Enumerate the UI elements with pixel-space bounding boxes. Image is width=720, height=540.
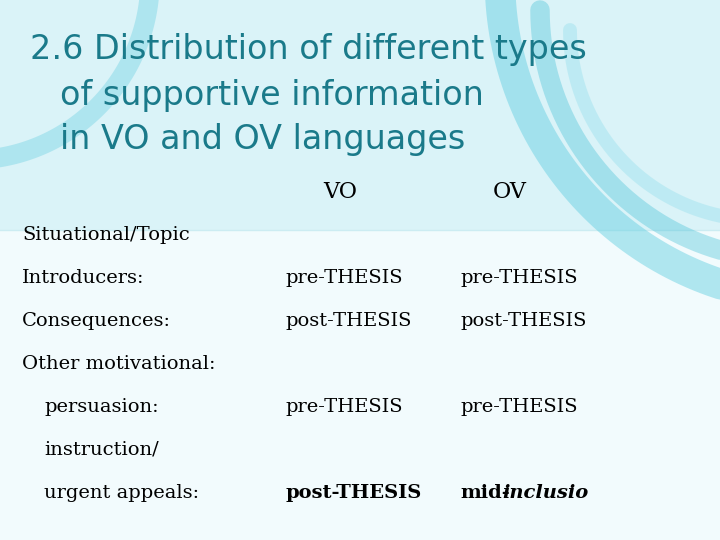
Text: Consequences:: Consequences: [22,312,171,330]
FancyBboxPatch shape [0,230,720,540]
Text: Situational/Topic: Situational/Topic [22,226,190,244]
Text: Introducers:: Introducers: [22,269,145,287]
Text: 2.6 Distribution of different types: 2.6 Distribution of different types [30,33,587,66]
Text: post-THESIS: post-THESIS [460,312,586,330]
Text: pre-THESIS: pre-THESIS [285,269,402,287]
Text: post-THESIS: post-THESIS [285,312,411,330]
Text: inclusio: inclusio [502,484,588,502]
Text: instruction/: instruction/ [44,441,158,459]
Text: in VO and OV languages: in VO and OV languages [60,124,465,157]
Text: of supportive information: of supportive information [60,78,484,111]
Text: urgent appeals:: urgent appeals: [44,484,199,502]
Text: post-THESIS: post-THESIS [285,484,421,502]
Text: mid-: mid- [460,484,510,502]
Text: VO: VO [323,181,357,203]
Text: Other motivational:: Other motivational: [22,355,215,373]
Text: pre-THESIS: pre-THESIS [285,398,402,416]
Text: pre-THESIS: pre-THESIS [460,269,577,287]
Text: persuasion:: persuasion: [44,398,158,416]
Text: OV: OV [493,181,527,203]
Text: pre-THESIS: pre-THESIS [460,398,577,416]
